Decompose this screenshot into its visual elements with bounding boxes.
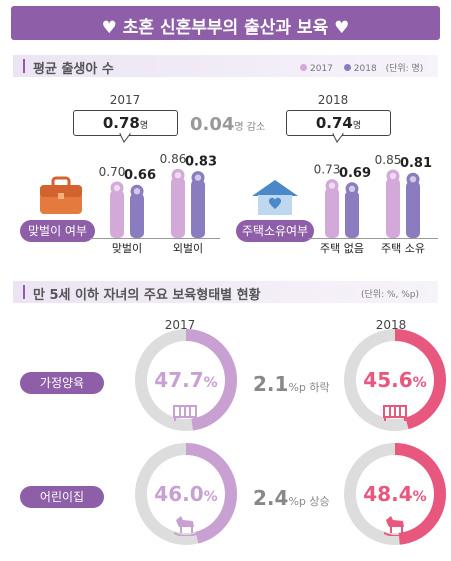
row-label-daycare: 어린이집 — [20, 486, 104, 508]
bar-value-2017-3: 0.85 — [375, 153, 402, 167]
bar-value-2017-1: 0.86 — [160, 152, 187, 166]
donut-arc-0 — [135, 329, 237, 431]
page-title: ♥ 초혼 신혼부부의 출산과 보육 ♥ — [101, 18, 350, 38]
donut-3 — [344, 443, 446, 545]
avg-2017-unit: 명 — [139, 121, 149, 131]
legend: 2017 2018 (단위: 명) — [300, 61, 423, 74]
daycare-2018-num: 48.4 — [363, 482, 413, 506]
donut-daycare-2017-value: 46.0% — [146, 482, 226, 506]
avg-2018-unit: 명 — [352, 121, 362, 131]
donut-home-2017-value: 47.7% — [146, 368, 226, 392]
donut-2 — [135, 443, 237, 545]
section-marker-2 — [23, 285, 25, 299]
legend-label-2018: 2018 — [353, 64, 377, 74]
home-2017-unit: % — [203, 375, 218, 391]
legend-label-2017: 2017 — [310, 64, 333, 74]
change-home-value: 2.1 — [253, 372, 289, 396]
bar-2017-0 — [110, 181, 124, 238]
donut-home-2018-value: 45.6% — [355, 368, 435, 392]
house-icon — [252, 180, 298, 215]
bar-2018-0 — [130, 184, 144, 238]
daycare-2017-unit: % — [203, 489, 218, 505]
donut-0 — [135, 329, 237, 431]
avg-2017-value: 0.78 — [102, 114, 140, 132]
home-2017-num: 47.7 — [154, 368, 204, 392]
bar-2018-2 — [345, 182, 359, 238]
bar-value-2018-0: 0.66 — [124, 168, 156, 183]
donut-arc-1 — [344, 329, 446, 431]
daycare-2017-num: 46.0 — [154, 482, 204, 506]
donut-year-2017: 2017 — [164, 318, 196, 332]
cat-label-0: 맞벌이 — [111, 242, 143, 255]
pill-working: 맞벌이 여부 — [20, 220, 95, 242]
donut-arc-3 — [344, 443, 446, 545]
avg-2017-callout: 0.78명 — [73, 110, 178, 136]
section-title-births: 평균 출생아 수 — [33, 62, 114, 77]
avg-diff-unit: 명 감소 — [234, 122, 266, 133]
crib-icon — [173, 405, 197, 421]
legend-dot-2017 — [300, 64, 307, 71]
unit-label-2: (단위: %, %p) — [361, 290, 420, 300]
bar-2017-2 — [325, 179, 339, 238]
row-label-home: 가정양육 — [20, 372, 104, 394]
briefcase-icon — [40, 176, 82, 214]
home-2018-num: 45.6 — [363, 368, 413, 392]
crib-icon-2018 — [383, 405, 407, 421]
section-marker — [23, 59, 25, 73]
bar-2017-1 — [171, 168, 185, 238]
change-daycare: 2.4%p 상승 — [253, 486, 330, 510]
cat-label-1: 외벌이 — [172, 242, 204, 255]
change-home-unit: %p 하락 — [288, 381, 330, 394]
rocking-horse-icon — [174, 516, 198, 536]
change-daycare-value: 2.4 — [253, 486, 289, 510]
year-2018-label: 2018 — [317, 93, 349, 107]
pill-housing: 주택소유여부 — [236, 220, 314, 242]
donut-arc-2 — [135, 443, 237, 545]
bar-2018-3 — [406, 172, 420, 238]
donut-year-2018: 2018 — [375, 318, 407, 332]
section-header-births: 평균 출생아 수 — [13, 55, 438, 77]
bar-2018-1 — [191, 171, 205, 238]
donut-1 — [344, 329, 446, 431]
bar-value-2017-0: 0.70 — [99, 165, 126, 179]
year-2017-label: 2017 — [109, 93, 141, 107]
section-header-childcare: 만 5세 이하 자녀의 주요 보육형태별 현황 — [13, 281, 438, 303]
avg-2018-callout: 0.74명 — [286, 110, 391, 136]
bar-2017-3 — [386, 169, 400, 238]
section-title-childcare: 만 5세 이하 자녀의 주요 보육형태별 현황 — [33, 288, 261, 303]
legend-dot-2018 — [343, 64, 351, 71]
daycare-2018-unit: % — [412, 489, 427, 505]
bar-value-2017-2: 0.73 — [314, 163, 341, 177]
avg-diff: 0.04명 감소 — [190, 114, 265, 135]
change-home: 2.1%p 하락 — [253, 372, 330, 396]
avg-diff-value: 0.04 — [190, 114, 235, 135]
avg-2018-value: 0.74 — [315, 114, 353, 132]
cat-label-2: 주택 없음 — [320, 242, 364, 255]
bar-value-2018-3: 0.81 — [400, 156, 432, 171]
bar-value-2018-1: 0.83 — [185, 155, 217, 170]
axis-right — [308, 238, 438, 239]
axis-left — [90, 238, 220, 239]
bar-value-2018-2: 0.69 — [339, 166, 371, 181]
rocking-horse-icon-2018 — [384, 516, 408, 536]
donut-daycare-2018-value: 48.4% — [355, 482, 435, 506]
change-daycare-unit: %p 상승 — [288, 495, 330, 508]
cat-label-3: 주택 소유 — [381, 242, 425, 255]
unit-label: (단위: 명) — [385, 64, 424, 74]
home-2018-unit: % — [412, 375, 427, 391]
title-banner: ♥ 초혼 신혼부부의 출산과 보육 ♥ — [11, 6, 440, 40]
